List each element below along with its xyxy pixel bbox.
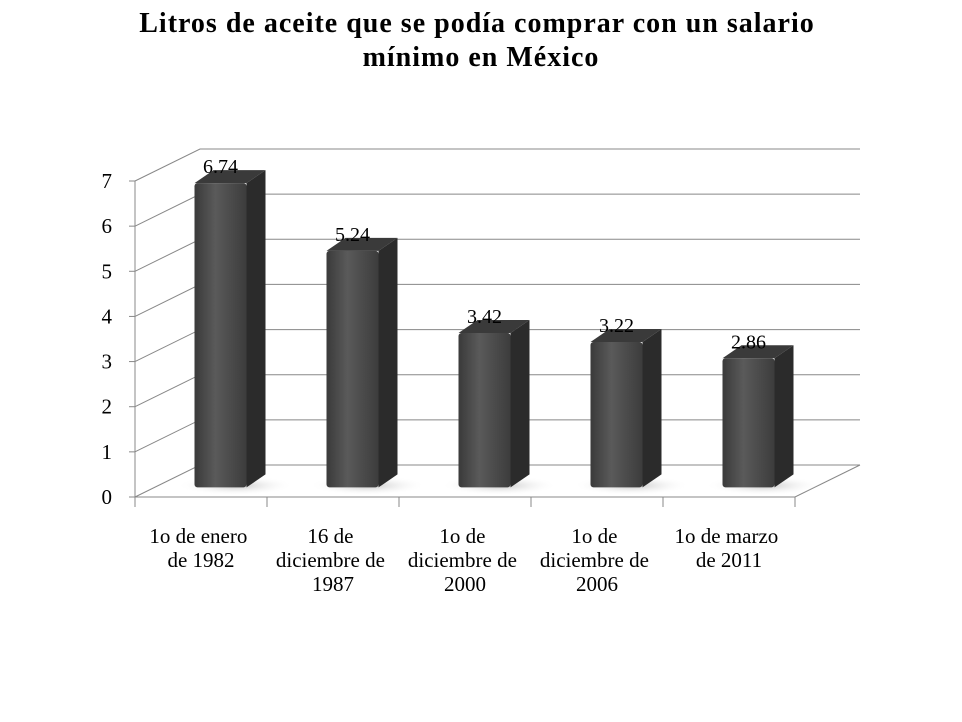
bar-top (458, 320, 530, 334)
chart-title: Litros de aceite que se podía comprar co… (139, 8, 823, 73)
bar-top (194, 170, 266, 184)
y-tick-label: 3 (102, 350, 113, 374)
x-tick-label: 1o de marzo de 2011 (674, 524, 783, 572)
y-tick-label: 1 (102, 440, 113, 464)
bar-top (326, 237, 398, 251)
bar (194, 170, 266, 488)
x-tick-label: 16 de diciembre de 1987 (276, 524, 390, 596)
bar-front (194, 183, 247, 488)
grid-line (134, 148, 860, 182)
bar (722, 345, 794, 488)
bar-top (590, 329, 662, 343)
bar-front (326, 250, 379, 488)
y-tick-label: 4 (102, 304, 113, 328)
x-tick-label: 1o de diciembre de 2000 (408, 524, 522, 596)
bar-top (722, 345, 794, 359)
x-tick-label: 1o de enero de 1982 (149, 524, 252, 572)
y-tick-label: 2 (102, 395, 113, 419)
y-tick-label: 6 (102, 214, 113, 238)
value-label: 3.22 (599, 315, 634, 337)
x-tick-label: 1o de diciembre de 2006 (540, 524, 654, 596)
bar (590, 329, 662, 488)
bar-front (590, 342, 643, 488)
y-tick-label: 0 (102, 485, 113, 509)
bar-side (642, 329, 662, 488)
value-label: 3.42 (467, 306, 502, 328)
bar-side (378, 237, 398, 488)
bar (458, 320, 530, 488)
bar-side (246, 170, 266, 488)
bar-front (722, 358, 775, 488)
value-label: 5.24 (335, 224, 370, 246)
y-tick-label: 7 (102, 169, 113, 193)
value-label: 2.86 (731, 331, 766, 353)
bar-side (774, 345, 794, 488)
bar (326, 237, 398, 488)
y-tick-label: 5 (102, 259, 113, 283)
bar-front (458, 333, 511, 488)
bar-side (510, 320, 530, 488)
value-label: 6.74 (203, 156, 238, 178)
